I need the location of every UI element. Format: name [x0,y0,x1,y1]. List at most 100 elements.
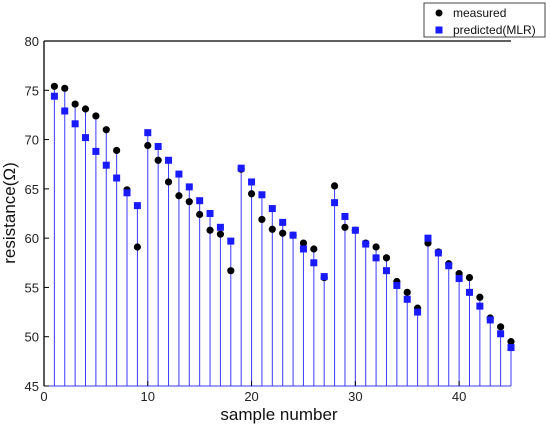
measured-point [382,254,391,262]
predicted-point [310,259,318,267]
x-tick-label: 10 [141,389,155,404]
predicted-point [123,189,131,197]
predicted-point [185,183,193,191]
y-tick-label: 75 [25,83,39,98]
legend-predicted-label: predicted(MLR) [453,23,536,37]
predicted-point [455,275,463,283]
y-tick-label: 50 [25,330,39,345]
predicted-point [341,212,349,220]
measured-point [92,112,100,120]
y-tick-label: 80 [25,34,39,49]
measured-point [113,146,121,155]
predicted-point [299,245,307,253]
measured-point [465,273,474,282]
predicted-point [476,302,484,310]
measured-point [258,215,266,224]
predicted-point [434,249,442,257]
y-tick-label: 55 [25,280,39,295]
predicted-point [92,147,100,155]
measured-point [497,323,505,331]
measured-point [61,84,69,92]
plot-frame [43,40,511,387]
measured-point [268,225,276,233]
measured-point [227,267,235,275]
measured-point [247,190,256,198]
predicted-point [61,107,69,115]
x-tick-label: 30 [348,389,362,404]
predicted-point [175,170,183,178]
predicted-point [320,273,328,281]
measured-point [341,223,349,231]
predicted-point [279,218,287,226]
measured-point [164,178,173,186]
measured-point [372,243,380,251]
measured-point [299,239,308,247]
measured-point [196,210,204,219]
predicted-point [237,164,245,172]
predicted-point [268,205,276,213]
y-tick-label: 65 [25,182,39,197]
predicted-point [486,316,494,324]
predicted-point [102,161,110,169]
predicted-point [362,240,370,248]
predicted-point [382,267,390,275]
measured-point [403,288,411,296]
predicted-point [154,142,162,150]
measured-point [507,338,515,346]
predicted-point [144,129,152,137]
x-tick-label: 0 [40,389,47,404]
measured-point [206,226,214,234]
measured-point [102,126,110,134]
predicted-point [248,178,256,186]
predicted-point [393,281,401,289]
predicted-point [465,288,473,296]
predicted-point [113,174,121,182]
measured-point [175,192,183,200]
predicted-point [497,330,505,338]
measured-point [279,229,287,237]
predicted-point [424,234,432,242]
measured-point [71,100,79,108]
predicted-point [351,226,359,234]
measured-point [81,105,90,113]
predicted-point [372,254,380,262]
legend-predicted-marker [435,26,443,34]
predicted-point [227,237,235,245]
predicted-point [414,308,422,316]
predicted-point [258,191,266,199]
measured-point [185,198,193,206]
predicted-point [206,210,214,217]
predicted-point [289,231,297,239]
predicted-point [82,134,90,142]
measured-point [144,141,152,150]
predicted-point [331,199,339,207]
legend: measured predicted(MLR) [423,2,546,38]
y-axis-title: resistance(Ω) [0,162,19,264]
predicted-point [445,262,453,270]
legend-measured-marker [435,9,443,17]
x-tick-label: 40 [452,389,466,404]
x-axis-title: sample number [220,405,338,424]
data-points [50,82,515,352]
predicted-point [403,295,411,303]
measured-point [216,230,225,238]
predicted-point [507,344,515,352]
measured-point [330,182,339,190]
measured-point [154,156,162,164]
measured-point [476,293,484,301]
predicted-point [71,120,79,128]
x-tick-label: 20 [244,389,258,404]
measured-point [50,82,58,90]
predicted-point [133,202,141,210]
measured-point [133,243,141,251]
legend-measured-label: measured [453,6,506,20]
stem-lines [53,86,512,386]
legend-box [423,2,546,38]
predicted-point [216,223,224,231]
predicted-point [196,197,204,205]
predicted-point [50,92,58,100]
y-tick-label: 70 [25,133,39,148]
y-tick-label: 45 [25,379,39,394]
y-tick-label: 60 [25,231,39,246]
